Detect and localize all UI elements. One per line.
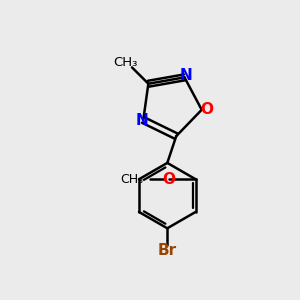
Text: O: O <box>162 172 176 187</box>
Text: CH₃: CH₃ <box>113 56 138 68</box>
Text: CH₃: CH₃ <box>121 173 144 186</box>
Text: Br: Br <box>158 243 177 258</box>
Text: O: O <box>201 102 214 117</box>
Text: N: N <box>180 68 192 83</box>
Text: N: N <box>135 112 148 128</box>
